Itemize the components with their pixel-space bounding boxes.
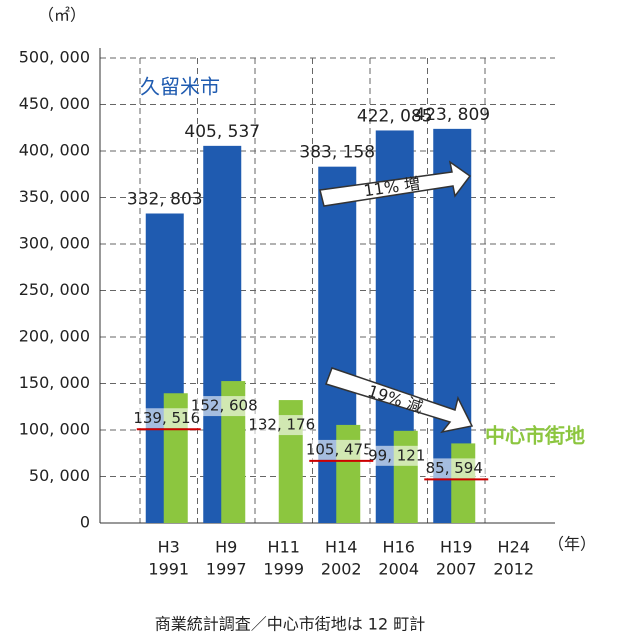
value-label: 383, 158 [299,143,375,163]
y-tick-label: 450, 000 [19,94,90,113]
x-tick-year: 1999 [263,560,304,579]
x-tick-label: H11 [268,538,300,557]
y-tick-label: 200, 000 [19,327,90,346]
x-tick-year: 2007 [436,560,477,579]
x-tick-label: H14 [325,538,357,557]
bar [451,443,476,523]
x-tick-label: H19 [440,538,472,557]
x-unit-label: （年） [548,535,596,554]
value-label: 99, 121 [368,446,425,464]
x-tick-year: 2002 [321,560,362,579]
x-tick-label: H16 [383,538,415,557]
x-tick-label: H24 [498,538,530,557]
value-label: 132, 176 [248,416,315,434]
x-tick-year: 2004 [378,560,419,579]
x-tick-label: H3 [158,538,180,557]
value-label: 422, 085 [357,106,433,126]
value-label: 152, 608 [191,397,258,415]
y-tick-label: 400, 000 [19,141,90,160]
label-bg [310,439,371,460]
y-tick-label: 250, 000 [19,280,90,299]
y-tick-label: 50, 000 [29,466,90,485]
value-label: 423, 809 [414,105,490,125]
label-bg [425,458,486,479]
y-tick-label: 350, 000 [19,187,90,206]
y-tick-label: 100, 000 [19,420,90,439]
label-bg [367,445,428,466]
legend-label: 中心市街地 [485,424,585,448]
value-label: 332, 803 [127,189,203,209]
x-tick-year: 2012 [493,560,534,579]
value-label: 105, 475 [306,440,373,458]
label-bg [137,408,198,429]
y-tick-label: 300, 000 [19,234,90,253]
y-tick-label: 150, 000 [19,373,90,392]
x-tick-year: 1991 [148,560,189,579]
x-tick-year: 1997 [206,560,247,579]
plot: 0 50, 000 100, 000 150, 000 200, 000 250, 000… [19,48,585,579]
value-label: 85, 594 [426,459,483,477]
arrow-increase: 11% 増 [319,160,472,207]
x-tick-label: H9 [215,538,237,557]
label-bg [195,396,256,417]
y-tick-label: 500, 000 [19,48,90,67]
value-label: 139, 516 [133,409,200,427]
value-label: 405, 537 [184,122,260,142]
legend-label: 久留米市 [140,75,220,99]
y-tick-label: 0 [80,513,90,532]
footnote: 商業統計調査／中心市街地は 12 町計 [155,615,426,634]
bar [393,430,418,523]
y-unit-label: （㎡） [38,6,86,25]
label-bg [252,415,313,436]
